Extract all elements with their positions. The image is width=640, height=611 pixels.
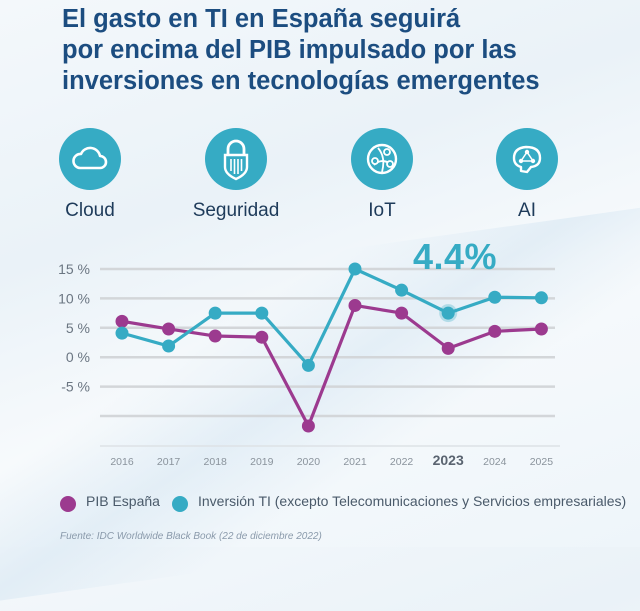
data-point [534, 322, 548, 336]
x-tick-label: 2022 [390, 456, 414, 468]
series-it [115, 262, 548, 372]
cloud-icon [59, 128, 121, 190]
legend-item-it: Inversión TI (excepto Telecomunicaciones… [172, 490, 626, 512]
data-point [488, 324, 502, 338]
legend-label: Inversión TI (excepto Telecomunicaciones… [198, 493, 627, 509]
gridlines [100, 267, 560, 447]
y-tick-label: -5 % [61, 379, 90, 395]
line-chart: 15 %10 %5 %0 %-5 % 2016 2017 2018 2019 2020 2… [58, 261, 560, 468]
x-tick-label: 2020 [297, 456, 321, 468]
legend-marker-it [172, 496, 188, 512]
category-label: AI [518, 200, 536, 221]
title-line-3: inversiones en tecnologías emergentes [62, 67, 540, 95]
data-point [441, 306, 455, 320]
x-tick-label: 2017 [157, 456, 181, 468]
title-line-1: El gasto en TI en España seguirá [62, 5, 461, 33]
data-point [115, 326, 129, 340]
x-tick-label: 2025 [530, 456, 554, 468]
legend-label: PIB España [86, 493, 160, 509]
x-tick-label: 2024 [483, 456, 507, 468]
data-point [348, 262, 362, 276]
data-point [162, 339, 176, 353]
source-note: Fuente: IDC Worldwide Black Book (22 de … [60, 531, 322, 542]
page-title: El gasto en TI en España seguirá por enc… [62, 4, 622, 97]
data-point [162, 322, 176, 336]
network-globe-icon [351, 128, 413, 190]
series-line [121, 303, 542, 428]
category-label: Cloud [65, 200, 115, 221]
technology-icons-row: Cloud Seguridad IoT AI [0, 128, 640, 223]
data-point [208, 329, 222, 343]
x-tick-label: 2016 [110, 456, 134, 468]
data-point [395, 306, 409, 320]
data-point [255, 330, 269, 344]
category-iot: IoT [322, 128, 442, 222]
y-tick-label: 0 % [66, 349, 90, 365]
legend-item-pib: PIB España [60, 490, 160, 512]
data-point [255, 306, 269, 320]
category-label: Seguridad [192, 200, 280, 221]
category-cloud: Cloud [30, 128, 150, 222]
data-point [395, 283, 409, 297]
x-axis-ticks: 2016 2017 2018 2019 2020 2021 2022 2023 2024 2025 [110, 452, 553, 468]
x-tick-label: 2023 [433, 452, 464, 468]
x-tick-label: 2019 [250, 456, 274, 468]
y-axis-ticks: 15 % 10 % 5 % 0 % -5 % [58, 261, 90, 395]
data-point [208, 306, 222, 320]
lock-shield-icon [205, 128, 267, 190]
x-tick-label: 2021 [343, 456, 367, 468]
series-lines [115, 262, 548, 433]
data-point [348, 298, 362, 312]
y-tick-label: 10 % [58, 290, 90, 306]
y-tick-label: 5 % [66, 320, 90, 336]
data-point [441, 341, 455, 355]
y-tick-label: 15 % [58, 261, 90, 277]
data-point [301, 419, 315, 433]
data-point [488, 290, 502, 304]
category-ai: AI [467, 128, 587, 222]
brain-icon [496, 128, 558, 190]
data-point [301, 358, 315, 372]
category-security: Seguridad [176, 128, 296, 222]
data-point [115, 314, 129, 328]
x-tick-label: 2018 [204, 456, 228, 468]
series-pib [115, 298, 548, 433]
highlight-value-label: 4.4% [413, 236, 498, 277]
title-line-2: por encima del PIB impulsado por las [62, 36, 517, 64]
data-point [534, 291, 548, 305]
category-label: IoT [368, 200, 396, 221]
series-line [121, 267, 542, 368]
legend-marker-pib [60, 496, 76, 512]
